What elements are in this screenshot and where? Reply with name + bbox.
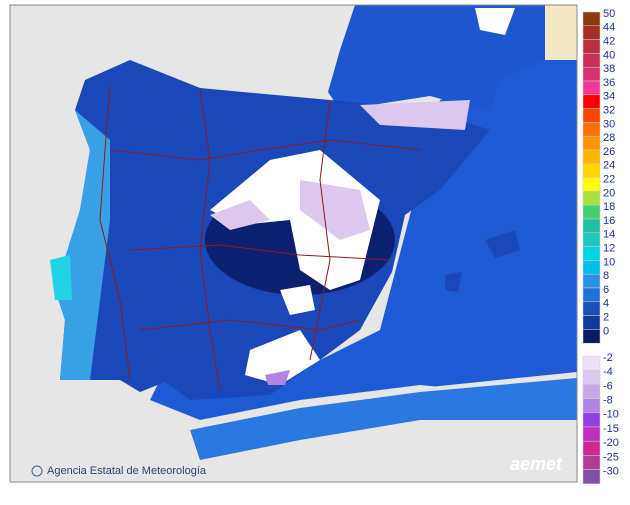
legend-label: 8	[603, 270, 609, 282]
legend-swatch	[582, 232, 601, 247]
legend-swatch	[582, 80, 601, 96]
legend-swatch	[582, 66, 601, 82]
legend-label: 22	[603, 174, 615, 186]
border	[99, 84, 131, 381]
island	[445, 272, 462, 292]
coastal-warm	[55, 110, 110, 380]
legend-swatch	[582, 122, 601, 137]
legend-label: -8	[603, 395, 613, 407]
legend-swatch	[582, 39, 601, 54]
frost-area	[300, 180, 370, 240]
legend-label: -2	[603, 352, 613, 364]
frost-area	[265, 370, 290, 385]
legend-label: 2	[603, 312, 609, 324]
legend-label: 34	[603, 91, 615, 103]
legend-swatch	[582, 426, 601, 442]
legend-label: 24	[603, 160, 615, 172]
coastal-warm	[50, 255, 72, 300]
borders	[99, 84, 421, 391]
legend-label: -15	[603, 423, 619, 435]
credit: Agencia Estatal de Meteorología	[47, 465, 207, 477]
legend-label: 0	[603, 325, 609, 337]
legend-label: 36	[603, 77, 615, 89]
legend-swatch	[582, 191, 601, 206]
legend-swatch	[582, 246, 601, 261]
legend-swatch	[582, 135, 601, 151]
legend-swatch	[582, 287, 601, 303]
legend-swatch	[582, 369, 601, 385]
legend-swatch	[582, 355, 601, 371]
legend-swatch	[582, 177, 601, 192]
legend-swatch	[582, 53, 601, 68]
legend-label: 20	[603, 187, 615, 199]
legend-label: 6	[603, 284, 609, 296]
legend-swatch	[582, 469, 601, 485]
legend-swatch	[582, 11, 601, 27]
legend-label: 30	[603, 118, 615, 130]
legend-label: 16	[603, 215, 615, 227]
frost-area	[280, 285, 315, 315]
legend-swatch	[582, 329, 601, 344]
legend-label: -10	[603, 409, 619, 421]
legend-label: 4	[603, 298, 609, 310]
legend-swatch	[582, 94, 601, 109]
legend-swatch	[582, 108, 601, 123]
legend-label: -25	[603, 451, 619, 463]
border	[129, 244, 391, 261]
legend-swatch	[582, 440, 601, 456]
legend-swatch	[582, 301, 601, 316]
legend-swatch	[582, 412, 601, 428]
credit-icon	[31, 465, 43, 477]
legend-label: 12	[603, 243, 615, 255]
frost-area	[210, 150, 380, 290]
legend-label: -30	[603, 466, 619, 478]
border	[139, 319, 361, 331]
legend-swatch	[582, 204, 601, 220]
coast-band	[190, 378, 577, 460]
frost-area	[245, 330, 320, 385]
legend-swatch	[582, 149, 601, 165]
frost-area	[360, 100, 470, 130]
legend-swatch	[582, 25, 601, 40]
legend-swatch	[582, 163, 601, 178]
island	[485, 230, 520, 258]
legend-label: 44	[603, 22, 615, 34]
map: Agencia Estatal de Meteorología aemet	[9, 4, 578, 483]
legend-swatch	[582, 315, 601, 330]
legend-swatch	[582, 260, 601, 275]
legend-label: 18	[603, 201, 615, 213]
map-frame	[9, 4, 578, 483]
legend-label: 14	[603, 229, 615, 241]
legend-label: 50	[603, 8, 615, 20]
frost-area	[475, 8, 515, 35]
legend-label: 28	[603, 132, 615, 144]
legend-label: 42	[603, 36, 615, 48]
border	[309, 99, 331, 361]
legend-label: 32	[603, 105, 615, 117]
legend-label: 38	[603, 63, 615, 75]
frost-area	[210, 200, 270, 230]
legend: 5044424038363432302826242220181614121086…	[582, 8, 619, 485]
legend-swatch	[582, 384, 601, 399]
border	[199, 89, 221, 391]
legend-swatch	[582, 398, 601, 414]
legend-label: -4	[603, 366, 613, 378]
border	[109, 139, 421, 161]
legend-label: 10	[603, 256, 615, 268]
legend-label: 26	[603, 146, 615, 158]
legend-label: 40	[603, 49, 615, 61]
logo: aemet	[510, 454, 563, 474]
legend-label: -6	[603, 380, 613, 392]
legend-swatch	[582, 218, 601, 234]
legend-swatch	[582, 273, 601, 289]
legend-swatch	[582, 455, 601, 470]
land	[545, 5, 577, 70]
legend-label: -20	[603, 437, 619, 449]
